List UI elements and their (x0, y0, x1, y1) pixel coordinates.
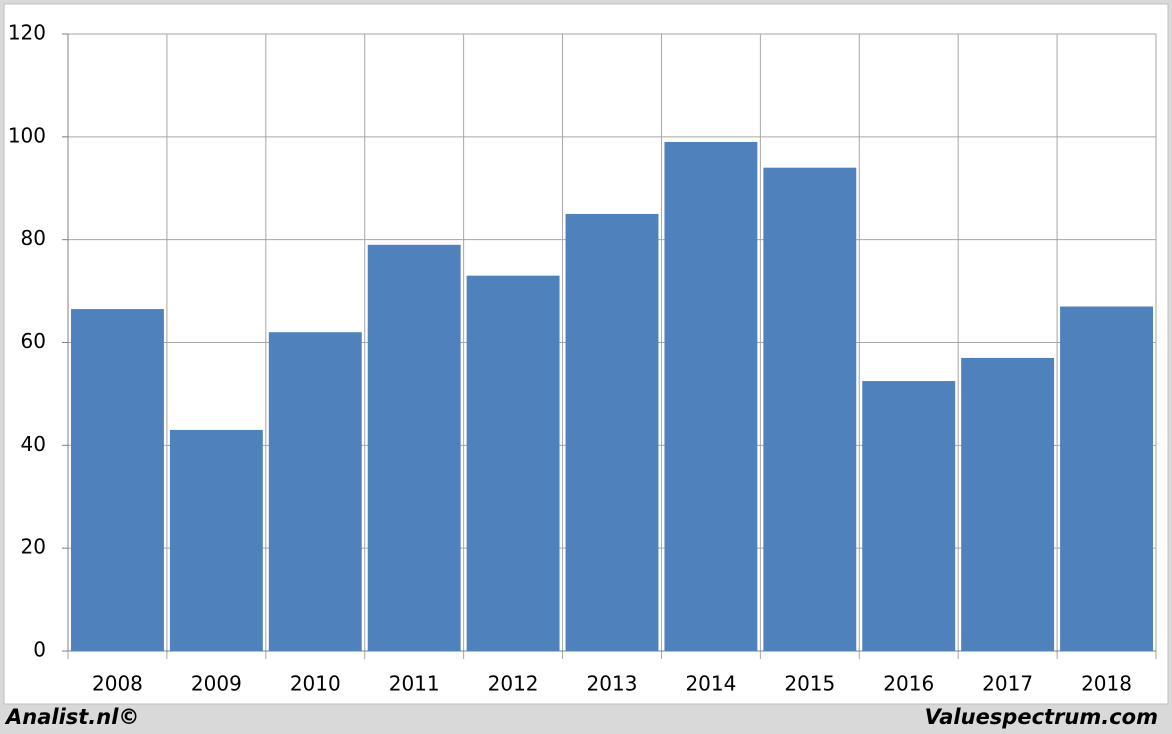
x-tick-label: 2016 (883, 672, 934, 696)
bar (169, 429, 263, 651)
x-tick-label: 2010 (290, 672, 341, 696)
y-tick-label: 20 (21, 535, 46, 559)
x-tick-label: 2008 (92, 672, 143, 696)
y-tick-label: 0 (33, 638, 46, 662)
bar (268, 332, 362, 651)
bar (565, 213, 659, 652)
bar (862, 381, 956, 651)
x-tick-label: 2009 (191, 672, 242, 696)
x-tick-label: 2018 (1081, 672, 1132, 696)
y-tick-label: 60 (21, 329, 46, 353)
bar (71, 309, 164, 651)
footer-left: Analist.nl© (4, 705, 139, 729)
bar (763, 167, 857, 651)
x-tick-label: 2013 (587, 672, 638, 696)
y-tick-label: 120 (8, 21, 46, 45)
x-tick-label: 2015 (784, 672, 835, 696)
bar (1060, 306, 1153, 651)
bar (664, 141, 758, 651)
y-tick-label: 40 (21, 432, 46, 456)
x-tick-label: 2012 (488, 672, 539, 696)
x-tick-label: 2011 (389, 672, 440, 696)
x-tick-label: 2014 (685, 672, 736, 696)
x-tick-label: 2017 (982, 672, 1033, 696)
footer-right: Valuespectrum.com (925, 705, 1158, 729)
bar (466, 275, 560, 651)
y-tick-label: 100 (8, 123, 46, 147)
bar (367, 244, 461, 651)
y-tick-label: 80 (21, 226, 46, 250)
bar (961, 357, 1055, 651)
